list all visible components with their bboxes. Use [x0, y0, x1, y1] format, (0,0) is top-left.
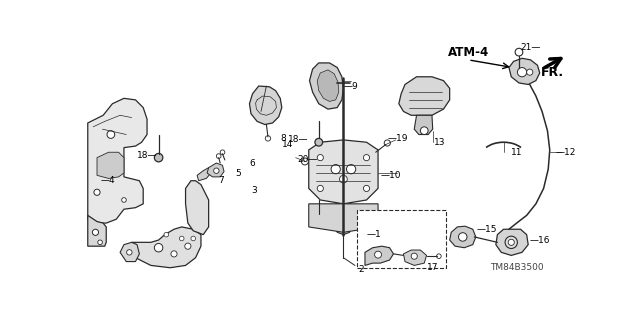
Circle shape: [179, 236, 184, 241]
Circle shape: [316, 212, 322, 219]
Text: 21—: 21—: [520, 43, 541, 52]
Circle shape: [508, 239, 515, 245]
Text: ATM-4: ATM-4: [448, 46, 490, 59]
Polygon shape: [250, 86, 282, 124]
Circle shape: [517, 68, 527, 77]
Polygon shape: [509, 58, 540, 85]
Circle shape: [317, 154, 323, 161]
Polygon shape: [120, 242, 140, 262]
Circle shape: [122, 198, 126, 202]
Text: 18—: 18—: [137, 151, 157, 160]
Text: —12: —12: [555, 148, 575, 157]
Polygon shape: [132, 227, 201, 268]
Text: 18—: 18—: [288, 136, 308, 145]
Text: —4: —4: [101, 176, 115, 185]
Circle shape: [154, 153, 163, 162]
Text: —19: —19: [388, 134, 408, 143]
Circle shape: [154, 243, 163, 252]
Circle shape: [317, 185, 323, 191]
Circle shape: [98, 240, 102, 245]
Text: —15: —15: [477, 225, 497, 234]
Polygon shape: [88, 98, 147, 223]
Circle shape: [301, 158, 308, 165]
FancyBboxPatch shape: [357, 210, 446, 268]
Polygon shape: [88, 215, 106, 246]
Circle shape: [411, 253, 417, 259]
Polygon shape: [403, 250, 427, 265]
Text: 20—: 20—: [297, 155, 317, 164]
Circle shape: [107, 131, 115, 138]
Text: 17: 17: [427, 263, 438, 272]
Circle shape: [420, 127, 428, 135]
Circle shape: [265, 136, 271, 141]
Polygon shape: [197, 168, 211, 181]
Text: —9: —9: [344, 82, 358, 91]
Circle shape: [458, 233, 467, 241]
Text: —16: —16: [530, 235, 550, 245]
Circle shape: [94, 189, 100, 195]
Text: 3: 3: [251, 186, 257, 195]
Circle shape: [191, 236, 196, 241]
Polygon shape: [97, 152, 124, 178]
Text: —10: —10: [380, 171, 401, 180]
Circle shape: [364, 185, 369, 191]
Circle shape: [515, 48, 523, 56]
Polygon shape: [308, 204, 378, 232]
Polygon shape: [496, 229, 528, 256]
Circle shape: [214, 168, 219, 174]
Text: 13: 13: [435, 138, 445, 147]
Polygon shape: [414, 115, 433, 135]
Circle shape: [127, 250, 132, 255]
Circle shape: [164, 232, 168, 237]
Circle shape: [374, 251, 381, 258]
Circle shape: [216, 154, 221, 159]
Text: TM84B3500: TM84B3500: [490, 263, 543, 272]
Text: 14: 14: [282, 140, 293, 149]
Polygon shape: [450, 226, 476, 248]
Polygon shape: [365, 246, 394, 265]
Circle shape: [171, 251, 177, 257]
Circle shape: [527, 69, 533, 75]
Circle shape: [185, 243, 191, 249]
Polygon shape: [317, 70, 339, 101]
Text: —1: —1: [367, 230, 381, 239]
Polygon shape: [308, 140, 378, 204]
Text: 11: 11: [511, 148, 523, 157]
Circle shape: [346, 165, 356, 174]
Circle shape: [92, 229, 99, 235]
Polygon shape: [207, 163, 224, 177]
Circle shape: [436, 254, 441, 258]
Circle shape: [505, 236, 517, 249]
Circle shape: [331, 165, 340, 174]
Text: 7: 7: [219, 176, 225, 185]
Text: 8: 8: [280, 134, 286, 143]
Text: FR.: FR.: [541, 66, 564, 79]
Circle shape: [220, 150, 225, 154]
Text: 5: 5: [236, 168, 241, 178]
Circle shape: [364, 154, 369, 161]
Polygon shape: [310, 63, 344, 109]
Circle shape: [384, 140, 390, 146]
Polygon shape: [399, 77, 450, 115]
Text: 2: 2: [359, 265, 364, 274]
Circle shape: [315, 138, 323, 146]
Polygon shape: [186, 181, 209, 235]
Text: 6: 6: [250, 159, 255, 167]
Polygon shape: [334, 204, 353, 235]
Circle shape: [340, 175, 348, 183]
